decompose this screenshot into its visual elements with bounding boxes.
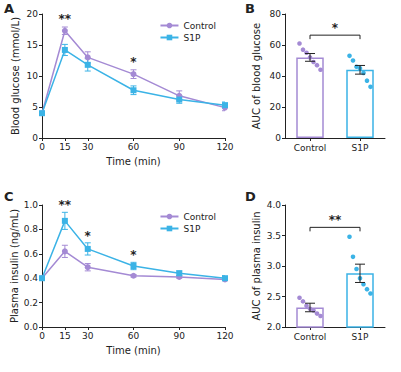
- svg-text:15: 15: [59, 331, 70, 341]
- svg-text:*: *: [332, 21, 339, 35]
- svg-text:0.8: 0.8: [24, 224, 39, 234]
- svg-text:0: 0: [275, 133, 281, 143]
- svg-text:0: 0: [39, 142, 45, 152]
- svg-text:Plasma insulin (ng/mL): Plasma insulin (ng/mL): [9, 209, 20, 323]
- svg-text:Time (min): Time (min): [105, 345, 160, 356]
- svg-text:Control: Control: [183, 212, 216, 222]
- svg-text:AUC of plasma insulin: AUC of plasma insulin: [251, 211, 262, 320]
- svg-text:*: *: [130, 55, 137, 69]
- svg-text:Control: Control: [294, 143, 327, 153]
- svg-text:0.6: 0.6: [24, 249, 39, 259]
- svg-text:20: 20: [270, 102, 282, 112]
- svg-text:D: D: [245, 189, 256, 204]
- svg-text:3.0: 3.0: [267, 261, 282, 271]
- svg-text:0: 0: [39, 331, 45, 341]
- svg-text:0: 0: [32, 133, 38, 143]
- svg-text:**: **: [59, 12, 72, 26]
- svg-text:40: 40: [270, 71, 282, 81]
- svg-text:S1P: S1P: [183, 224, 200, 234]
- svg-text:A: A: [4, 1, 14, 16]
- svg-text:3.5: 3.5: [267, 231, 281, 241]
- svg-text:120: 120: [216, 331, 233, 341]
- svg-text:60: 60: [128, 142, 140, 152]
- svg-text:120: 120: [216, 142, 233, 152]
- svg-text:5: 5: [32, 102, 38, 112]
- svg-text:Blood glucose (mmol/L): Blood glucose (mmol/L): [10, 17, 21, 135]
- svg-text:*: *: [85, 229, 92, 243]
- svg-text:Control: Control: [294, 332, 327, 342]
- svg-text:2.0: 2.0: [267, 322, 282, 332]
- svg-text:10: 10: [27, 71, 39, 81]
- svg-text:*: *: [130, 248, 137, 262]
- svg-text:S1P: S1P: [352, 332, 369, 342]
- svg-text:0.0: 0.0: [24, 322, 39, 332]
- svg-text:15: 15: [27, 40, 38, 50]
- svg-text:20: 20: [27, 9, 39, 19]
- svg-text:C: C: [4, 189, 14, 204]
- svg-text:60: 60: [128, 331, 140, 341]
- svg-text:Control: Control: [183, 21, 216, 31]
- svg-text:90: 90: [174, 142, 186, 152]
- svg-text:0.2: 0.2: [24, 298, 38, 308]
- svg-text:4.0: 4.0: [267, 200, 282, 210]
- svg-text:15: 15: [59, 142, 70, 152]
- svg-text:80: 80: [270, 9, 282, 19]
- svg-text:30: 30: [82, 142, 94, 152]
- svg-text:B: B: [245, 1, 255, 16]
- svg-text:**: **: [329, 213, 342, 227]
- svg-text:0.4: 0.4: [24, 273, 39, 283]
- svg-text:2.5: 2.5: [267, 292, 281, 302]
- svg-text:Time (min): Time (min): [105, 156, 160, 167]
- svg-text:**: **: [59, 198, 72, 212]
- svg-text:S1P: S1P: [183, 33, 200, 43]
- svg-text:90: 90: [174, 331, 186, 341]
- svg-text:60: 60: [270, 40, 282, 50]
- svg-text:30: 30: [82, 331, 94, 341]
- svg-text:AUC of blood glucose: AUC of blood glucose: [251, 23, 262, 129]
- svg-text:1.0: 1.0: [24, 200, 39, 210]
- svg-text:S1P: S1P: [352, 143, 369, 153]
